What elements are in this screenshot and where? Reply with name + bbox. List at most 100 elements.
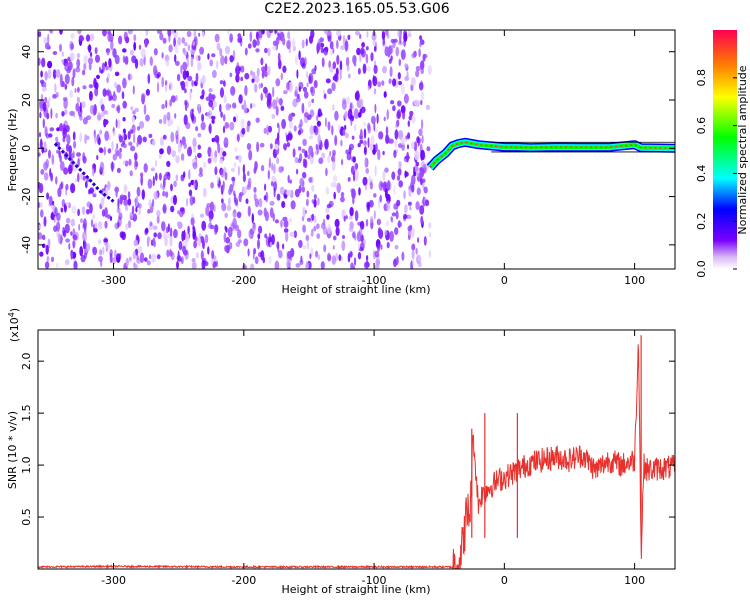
noise-blob	[177, 142, 182, 154]
x-tick-label: -300	[101, 574, 126, 587]
noise-blob	[355, 170, 359, 182]
noise-blob	[200, 121, 206, 131]
noise-blob	[84, 133, 87, 145]
noise-blob	[114, 249, 117, 259]
noise-blob	[316, 145, 320, 155]
noise-blob	[246, 184, 252, 190]
noise-blob	[88, 84, 94, 89]
noise-blob	[238, 192, 242, 203]
noise-blob	[198, 104, 201, 114]
noise-blob	[258, 198, 263, 208]
noise-blob	[277, 250, 283, 259]
noise-blob	[395, 210, 399, 220]
spectrogram-streak	[53, 142, 115, 203]
snr-panel: -300 -200 -100 0 100 0.5 1.0 1.5 2.0 Height of …	[6, 308, 676, 596]
noise-blob	[39, 111, 42, 119]
noise-blob	[316, 233, 321, 240]
noise-blob	[301, 102, 305, 114]
noise-blob	[247, 120, 251, 127]
noise-blob	[99, 161, 105, 173]
noise-blob	[323, 93, 327, 100]
noise-blob	[184, 88, 187, 94]
noise-blob	[316, 42, 321, 53]
noise-blob	[373, 45, 377, 52]
noise-blob	[229, 184, 234, 193]
noise-blob	[261, 72, 265, 79]
noise-blob	[374, 103, 377, 114]
noise-blob	[170, 183, 173, 192]
spectrogram-x-ticks: -300 -200 -100 0 100	[101, 30, 645, 287]
noise-blob	[105, 110, 109, 115]
noise-blob	[71, 205, 77, 214]
noise-blob	[394, 129, 399, 140]
noise-blob	[63, 58, 68, 64]
noise-blob	[382, 38, 386, 46]
noise-blob	[51, 256, 54, 263]
noise-blob	[332, 61, 337, 70]
noise-blob	[52, 51, 58, 55]
noise-blob	[306, 82, 309, 88]
noise-blob	[131, 55, 137, 64]
noise-blob	[88, 57, 93, 65]
noise-blob	[370, 115, 376, 125]
noise-blob	[66, 134, 71, 145]
noise-blob	[139, 121, 145, 129]
noise-blob	[99, 129, 103, 135]
noise-blob	[46, 192, 50, 200]
noise-blob	[295, 97, 301, 103]
noise-blob	[355, 163, 359, 170]
noise-blob	[90, 219, 94, 228]
noise-blob	[260, 82, 263, 89]
noise-blob	[313, 194, 317, 200]
noise-blob	[353, 257, 357, 266]
snr-multiplier: (x104)	[7, 308, 21, 342]
noise-blob	[42, 118, 45, 129]
noise-blob	[117, 198, 120, 210]
noise-blob	[301, 62, 306, 69]
noise-blob	[162, 134, 167, 140]
noise-blob	[137, 245, 143, 254]
noise-blob	[289, 120, 293, 129]
noise-blob	[72, 68, 76, 79]
noise-blob	[369, 143, 374, 152]
noise-blob	[153, 225, 158, 230]
noise-blob	[159, 32, 164, 41]
noise-blob	[175, 134, 179, 145]
noise-blob	[344, 124, 347, 130]
noise-blob	[258, 83, 261, 90]
noise-blob	[292, 148, 296, 158]
noise-blob	[170, 250, 173, 257]
noise-blob	[86, 208, 90, 215]
noise-blob	[214, 135, 220, 143]
noise-blob	[264, 47, 268, 54]
noise-blob	[370, 135, 375, 146]
noise-blob	[219, 80, 224, 85]
noise-blob	[264, 233, 268, 239]
noise-blob	[83, 63, 87, 71]
noise-blob	[377, 198, 381, 209]
noise-blob	[140, 48, 146, 58]
noise-blob	[173, 37, 177, 47]
noise-blob	[288, 113, 293, 122]
noise-blob	[318, 112, 321, 118]
noise-blob	[89, 33, 95, 42]
noise-blob	[48, 96, 51, 103]
noise-blob	[107, 30, 112, 35]
noise-blob	[305, 38, 308, 47]
noise-blob	[72, 234, 78, 241]
noise-blob	[49, 168, 52, 178]
noise-blob	[44, 71, 48, 81]
noise-blob	[418, 48, 421, 58]
noise-blob	[237, 133, 240, 142]
noise-blob	[258, 30, 263, 39]
noise-blob	[219, 48, 223, 57]
noise-blob	[264, 63, 268, 72]
noise-blob	[254, 75, 260, 84]
noise-blob	[347, 252, 351, 263]
noise-blob	[180, 64, 183, 75]
noise-blob	[116, 104, 121, 114]
noise-blob	[262, 86, 268, 94]
noise-blob	[62, 96, 68, 102]
noise-blob	[313, 198, 317, 208]
noise-blob	[274, 219, 279, 224]
